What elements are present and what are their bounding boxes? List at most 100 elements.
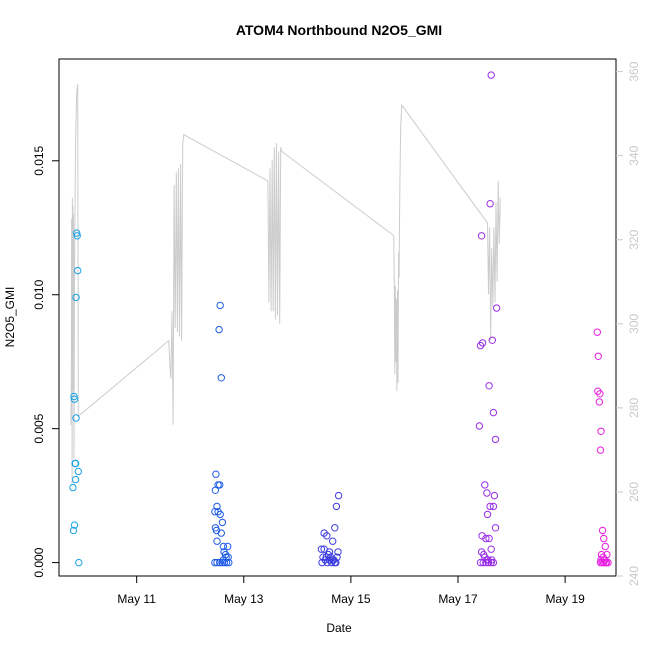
data-point: [485, 534, 493, 543]
y2-tick-label: 300: [627, 313, 641, 333]
data-point: [487, 71, 495, 79]
data-point: [71, 475, 80, 484]
data-point: [481, 481, 489, 489]
data-point: [492, 304, 501, 312]
data-point: [73, 229, 81, 237]
y2-tick-label: 320: [627, 229, 641, 249]
data-point: [600, 534, 608, 543]
y-axis-label: N2O5_GMI: [3, 287, 17, 348]
data-point: [323, 532, 331, 540]
secondary-line-layer: [70, 84, 501, 484]
data-point: [596, 390, 604, 398]
data-point: [334, 548, 342, 556]
data-point: [224, 542, 232, 551]
data-point: [594, 352, 602, 360]
data-point: [212, 470, 220, 478]
data-point: [320, 545, 328, 553]
secondary-y-axis: 240 260 280 300 320 340 360: [616, 61, 641, 586]
y-tick-label: 0.015: [32, 145, 46, 175]
data-point: [332, 502, 341, 511]
data-point: [597, 427, 605, 435]
data-point: [70, 521, 79, 529]
chart-title: ATOM4 Northbound N2O5_GMI: [236, 22, 442, 38]
data-point: [70, 395, 79, 403]
y-axis: 0.000 0.005 0.010 0.015: [32, 145, 59, 578]
y2-tick-label: 260: [627, 482, 641, 502]
data-point: [333, 553, 341, 561]
x-tick-label: May 19: [545, 592, 585, 606]
data-point: [213, 537, 221, 545]
data-point: [602, 558, 611, 567]
data-point: [329, 537, 337, 545]
data-point: [216, 510, 224, 519]
data-point: [477, 232, 486, 240]
data-point: [489, 502, 498, 511]
data-point: [73, 232, 81, 240]
data-point: [211, 558, 219, 567]
x-axis-label: Date: [326, 621, 352, 635]
data-point: [485, 382, 493, 390]
data-point: [69, 526, 78, 535]
data-point: [486, 200, 494, 208]
data-point: [596, 446, 605, 454]
plot-frame: [58, 58, 617, 577]
data-point: [490, 491, 499, 500]
y2-tick-label: 280: [627, 398, 641, 418]
data-point: [488, 336, 496, 344]
data-point: [595, 398, 604, 406]
data-point: [70, 392, 78, 401]
data-point: [483, 510, 492, 519]
data-point: [74, 266, 82, 275]
data-point: [486, 502, 494, 511]
data-point: [334, 491, 343, 500]
data-point: [483, 489, 491, 497]
data-point: [217, 374, 226, 382]
y-tick-label: 0.010: [32, 279, 46, 309]
data-point: [219, 542, 228, 551]
data-point: [489, 408, 498, 417]
data-point: [491, 524, 500, 532]
data-point: [482, 534, 490, 543]
x-tick-label: May 13: [224, 592, 264, 606]
x-tick-label: May 11: [117, 592, 156, 606]
secondary-series-line: [70, 84, 501, 484]
y-tick-label: 0.000: [32, 547, 46, 577]
data-point: [487, 545, 495, 553]
data-point: [218, 518, 227, 527]
data-point: [72, 414, 80, 422]
data-point: [491, 435, 500, 444]
y2-tick-label: 340: [627, 145, 641, 165]
scatter-points-layer: [69, 71, 612, 567]
x-axis: May 11 May 13 May 15 May 17 May 19: [117, 576, 585, 606]
data-point: [318, 558, 326, 567]
data-point: [484, 556, 492, 564]
data-point: [475, 422, 484, 430]
data-point: [593, 328, 601, 336]
y2-tick-label: 240: [627, 566, 641, 586]
data-point: [213, 502, 221, 511]
data-point: [216, 481, 224, 489]
data-point: [488, 556, 496, 564]
data-point: [72, 293, 80, 302]
data-point: [74, 467, 83, 476]
data-point: [331, 524, 339, 532]
data-point: [601, 542, 609, 551]
data-point: [217, 529, 226, 537]
data-point: [598, 526, 607, 535]
y-tick-label: 0.005: [32, 413, 46, 443]
data-point: [476, 558, 485, 567]
data-point: [75, 558, 83, 567]
x-tick-label: May 15: [331, 592, 371, 606]
x-tick-label: May 17: [438, 592, 478, 606]
data-point: [220, 548, 228, 556]
data-point: [216, 301, 224, 310]
data-point: [317, 545, 326, 553]
data-point: [69, 483, 77, 492]
data-point: [478, 339, 487, 347]
data-point: [322, 553, 330, 561]
data-point: [71, 459, 80, 468]
data-point: [215, 325, 223, 334]
y2-tick-label: 360: [627, 61, 641, 81]
data-point: [213, 558, 221, 567]
